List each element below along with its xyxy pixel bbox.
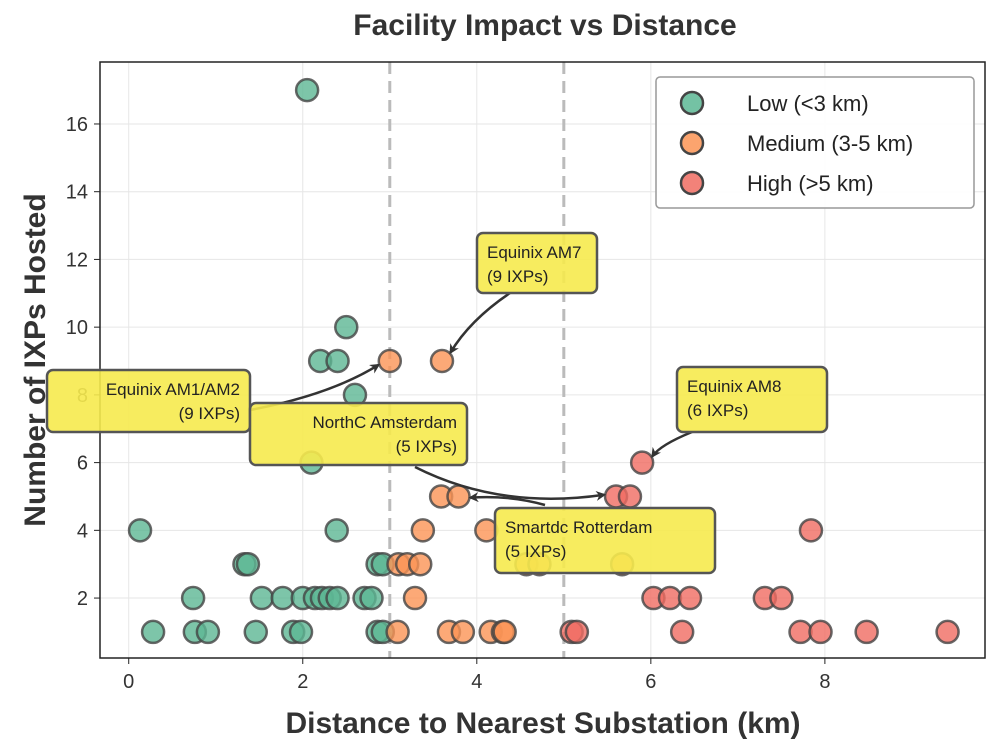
data-point bbox=[410, 518, 436, 543]
annotation-box bbox=[248, 401, 469, 467]
data-point bbox=[270, 585, 295, 611]
annotation-callout: NorthC Amsterdam (5 IXPs) bbox=[248, 401, 469, 467]
data-point bbox=[669, 619, 695, 645]
x-tick-label: 8 bbox=[819, 671, 830, 693]
data-point bbox=[788, 619, 813, 645]
annotation-count: (5 IXPs) bbox=[396, 437, 457, 456]
legend-marker bbox=[679, 130, 705, 156]
x-tick-label: 4 bbox=[471, 671, 482, 693]
data-point bbox=[385, 619, 410, 645]
data-point bbox=[334, 314, 359, 340]
annotation-title: Equinix AM8 bbox=[687, 377, 782, 396]
legend: Low (<3 km) Medium (3-5 km) High (>5 km) bbox=[655, 76, 975, 209]
data-point bbox=[180, 585, 206, 611]
data-point bbox=[324, 518, 349, 543]
annotation-count: (9 IXPs) bbox=[487, 267, 548, 286]
annotation-callout: Equinix AM1/AM2 (9 IXPs) bbox=[45, 368, 252, 434]
x-tick-label: 0 bbox=[123, 671, 134, 693]
y-tick-label: 16 bbox=[66, 114, 88, 136]
data-point bbox=[564, 619, 590, 645]
annotation-arrow bbox=[449, 291, 511, 355]
x-tick-label: 6 bbox=[645, 671, 656, 693]
data-point bbox=[325, 348, 350, 374]
annotation-title: Smartdc Rotterdam bbox=[505, 518, 652, 537]
chart-title: Facility Impact vs Distance bbox=[353, 9, 737, 42]
data-point bbox=[140, 619, 166, 645]
data-point bbox=[769, 585, 794, 611]
y-tick-label: 12 bbox=[66, 249, 88, 271]
annotation-callout: Equinix AM8 (6 IXPs) bbox=[675, 365, 829, 434]
legend-marker bbox=[679, 170, 705, 196]
y-tick-label: 14 bbox=[66, 182, 88, 204]
y-tick-label: 2 bbox=[77, 588, 88, 610]
data-point bbox=[407, 551, 433, 577]
data-point bbox=[235, 551, 261, 577]
y-tick-label: 10 bbox=[66, 317, 88, 339]
data-point bbox=[935, 619, 960, 645]
annotation-callout: Equinix AM7 (9 IXPs) bbox=[475, 231, 599, 295]
data-point bbox=[249, 585, 275, 611]
data-point bbox=[450, 619, 476, 645]
data-point bbox=[359, 585, 384, 611]
legend-label: Medium (3-5 km) bbox=[747, 131, 913, 156]
legend-label: Low (<3 km) bbox=[747, 91, 869, 116]
y-axis-label: Number of IXPs Hosted bbox=[19, 193, 52, 526]
data-point bbox=[677, 585, 703, 611]
y-tick-label: 6 bbox=[77, 453, 88, 475]
annotation-callout: Smartdc Rotterdam (5 IXPs) bbox=[493, 506, 717, 575]
data-point bbox=[377, 348, 403, 374]
data-point bbox=[446, 484, 471, 509]
data-point bbox=[127, 518, 153, 543]
annotation-box bbox=[675, 365, 829, 434]
annotation-box bbox=[493, 506, 717, 575]
data-point bbox=[808, 619, 833, 645]
data-point bbox=[288, 619, 314, 645]
x-tick-label: 2 bbox=[297, 671, 308, 693]
data-point bbox=[294, 77, 320, 103]
annotation-arrow bbox=[651, 430, 693, 458]
data-point bbox=[629, 450, 655, 475]
annotation-title: Equinix AM1/AM2 bbox=[106, 380, 240, 399]
annotation-box bbox=[475, 231, 599, 295]
annotation-count: (6 IXPs) bbox=[687, 401, 748, 420]
legend-marker bbox=[679, 90, 705, 116]
annotation-count: (9 IXPs) bbox=[179, 404, 240, 423]
annotation-box bbox=[45, 368, 252, 434]
data-point bbox=[195, 619, 221, 645]
data-point bbox=[429, 348, 455, 374]
data-point bbox=[402, 585, 428, 611]
data-point bbox=[854, 619, 879, 645]
annotation-arrow bbox=[414, 465, 607, 501]
data-point bbox=[617, 484, 643, 509]
data-point bbox=[492, 619, 517, 645]
data-point bbox=[325, 585, 350, 611]
axis-ticks: 02468246810121416 bbox=[66, 114, 831, 693]
annotation-title: Equinix AM7 bbox=[487, 243, 582, 262]
annotation-title: NorthC Amsterdam bbox=[312, 413, 457, 432]
data-point bbox=[657, 585, 683, 611]
data-point bbox=[798, 518, 824, 543]
x-axis-label: Distance to Nearest Substation (km) bbox=[285, 707, 800, 740]
data-point bbox=[243, 619, 269, 645]
legend-label: High (>5 km) bbox=[747, 171, 874, 196]
annotation-arrow bbox=[468, 492, 546, 507]
plot-frame bbox=[99, 61, 986, 659]
annotations: Equinix AM7 (9 IXPs) Equinix AM1/AM2 (9 IXP… bbox=[45, 231, 829, 575]
y-tick-label: 4 bbox=[77, 520, 88, 542]
annotation-count: (5 IXPs) bbox=[505, 542, 566, 561]
